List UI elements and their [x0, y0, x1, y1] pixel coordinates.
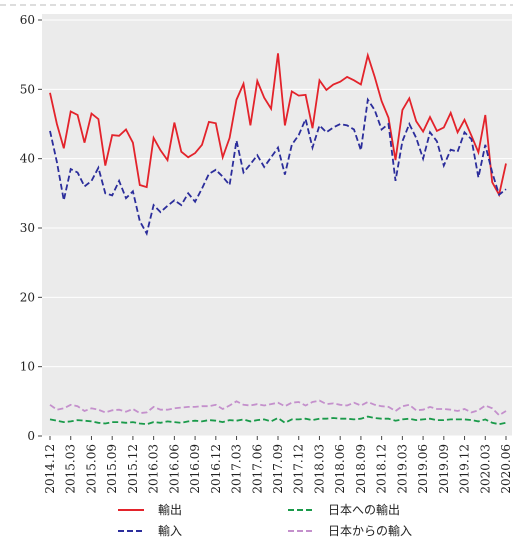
legend-label: 日本への輸出	[328, 502, 400, 517]
x-tick-label: 2020.03	[478, 444, 492, 494]
x-tick-label: 2016.06	[167, 444, 181, 494]
x-tick-label: 2017.06	[250, 444, 264, 494]
x-tick-label: 2016.09	[188, 444, 202, 494]
plot-area	[42, 14, 512, 436]
y-tick-label: 50	[20, 82, 35, 96]
legend-label: 日本からの輸入	[328, 523, 412, 538]
legend-label: 輸出	[158, 502, 182, 517]
series-line	[49, 415, 507, 426]
x-tick-label: 2015.03	[64, 444, 78, 494]
x-tick-label: 2019.09	[437, 444, 451, 494]
x-tick-label: 2017.09	[271, 444, 285, 494]
x-tick-label: 2017.03	[230, 444, 244, 494]
x-tick-label: 2020.06	[499, 444, 513, 494]
series-line	[49, 52, 507, 198]
y-tick-label: 60	[20, 13, 35, 27]
x-tick-label: 2015.12	[126, 444, 140, 494]
y-tick-label: 0	[27, 429, 35, 443]
x-tick-label: 2015.09	[105, 444, 119, 494]
x-tick-label: 2019.12	[458, 444, 472, 494]
series-line	[49, 399, 507, 417]
y-tick-label: 30	[20, 221, 35, 235]
x-tick-label: 2019.06	[416, 444, 430, 494]
legend-label: 輸入	[158, 523, 182, 538]
x-tick-label: 2018.06	[333, 444, 347, 494]
x-tick-label: 2016.12	[209, 444, 223, 494]
x-tick-label: 2019.03	[395, 444, 409, 494]
y-tick-label: 40	[20, 152, 35, 166]
y-tick-label: 10	[20, 360, 35, 374]
x-tick-label: 2015.06	[84, 444, 98, 494]
x-tick-label: 2018.12	[375, 444, 389, 494]
x-tick-label: 2017.12	[292, 444, 306, 494]
x-tick-label: 2018.03	[312, 444, 326, 494]
x-tick-label: 2018.09	[354, 444, 368, 494]
y-tick-label: 20	[20, 290, 35, 304]
x-tick-label: 2016.03	[147, 444, 161, 494]
series-line	[49, 97, 507, 236]
x-tick-label: 2014.12	[43, 444, 57, 494]
